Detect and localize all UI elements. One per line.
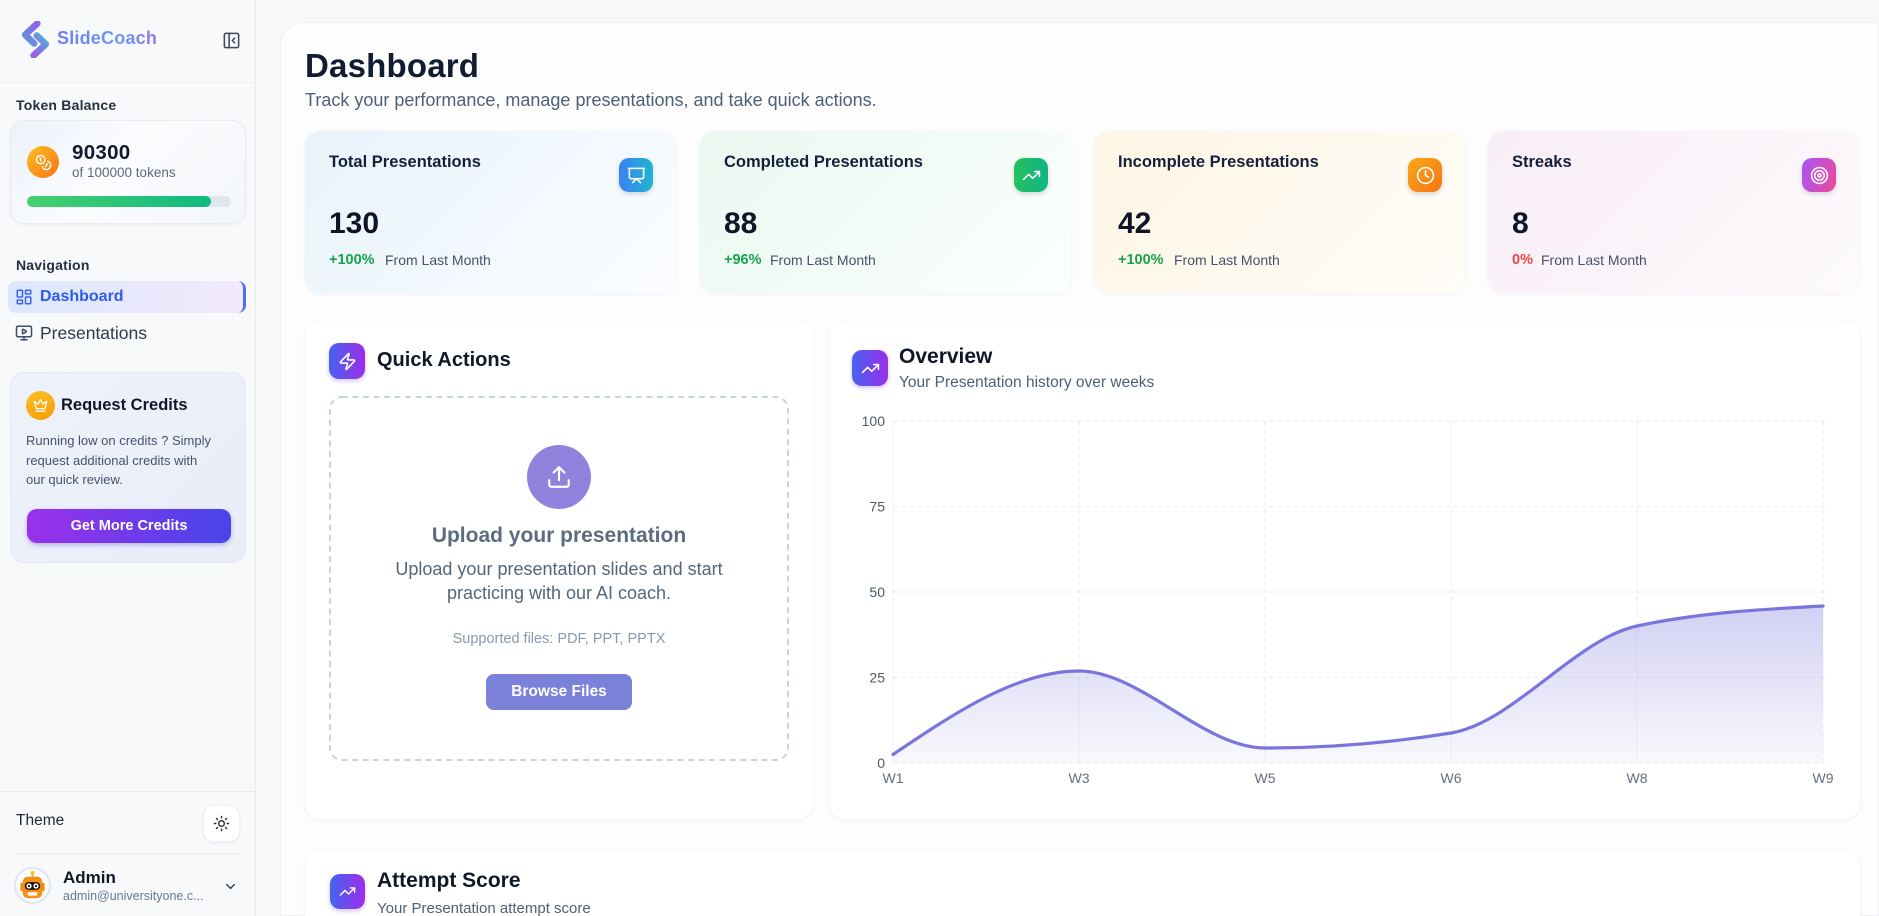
svg-text:25: 25 bbox=[869, 670, 885, 686]
svg-text:W1: W1 bbox=[883, 770, 904, 786]
svg-text:W8: W8 bbox=[1627, 770, 1648, 786]
svg-text:0: 0 bbox=[877, 755, 885, 771]
svg-text:W3: W3 bbox=[1069, 770, 1090, 786]
svg-text:75: 75 bbox=[869, 499, 885, 515]
svg-text:50: 50 bbox=[869, 584, 885, 600]
svg-text:W5: W5 bbox=[1255, 770, 1276, 786]
svg-text:W9: W9 bbox=[1813, 770, 1834, 786]
svg-text:W6: W6 bbox=[1441, 770, 1462, 786]
svg-text:100: 100 bbox=[862, 413, 886, 429]
